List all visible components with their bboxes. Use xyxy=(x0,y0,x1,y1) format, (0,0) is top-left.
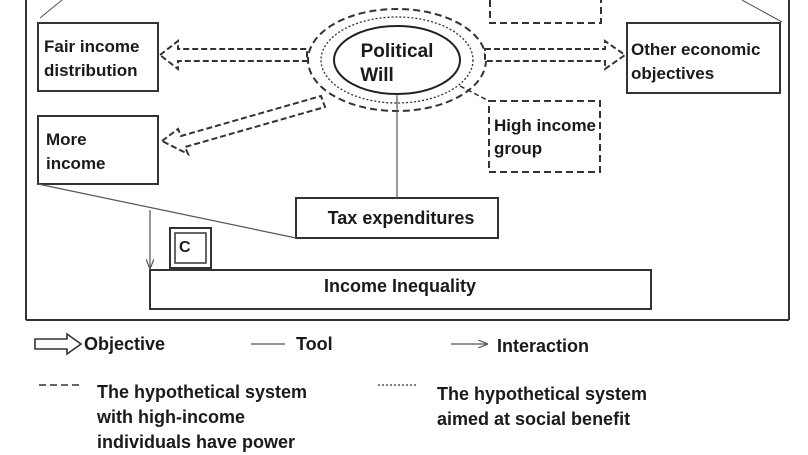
legend-tool: Tool xyxy=(296,334,333,354)
outer-frame xyxy=(25,0,790,321)
tool-line-more-income-to-tax xyxy=(37,183,297,239)
fair-income-line1: Fair income xyxy=(44,37,139,56)
c-node: C xyxy=(169,227,212,269)
political-will-line2: Will xyxy=(360,65,394,86)
income-inequality-node: Income Inequality xyxy=(149,269,652,310)
high-income-line1: High income xyxy=(494,116,596,135)
fair-income-node: Fair income distribution xyxy=(37,22,159,92)
other-econ-node: Other economic objectives xyxy=(626,22,781,94)
income-inequality-label: Income Inequality xyxy=(324,276,476,296)
legend-interaction: Interaction xyxy=(497,336,589,356)
more-income-line2: income xyxy=(46,154,106,173)
tax-expenditures-node: Tax expenditures xyxy=(295,197,499,239)
fair-income-line2: distribution xyxy=(44,61,137,80)
objective-legend-icon xyxy=(34,332,83,356)
c-label: C xyxy=(179,239,191,256)
legend: Objective Tool Interaction The hypotheti… xyxy=(34,332,647,452)
legend-dashed-line1: The hypothetical system xyxy=(97,382,307,402)
legend-objective: Objective xyxy=(84,334,165,354)
arrow-to-more-income xyxy=(160,94,327,157)
legend-dotted-line1: The hypothetical system xyxy=(437,384,647,404)
more-income-line1: More xyxy=(46,130,87,149)
dashed-link-will-to-high-income xyxy=(459,85,490,102)
high-income-node: High income group xyxy=(488,100,601,173)
legend-dashed-line2: with high-income xyxy=(96,407,245,427)
tax-expenditures-label: Tax expenditures xyxy=(328,208,475,228)
other-econ-line1: Other economic xyxy=(631,40,760,59)
more-income-node: More income xyxy=(37,115,159,185)
top-dashed-box xyxy=(489,0,602,24)
political-will-line1: Political xyxy=(361,41,434,62)
arrow-to-fair-income xyxy=(158,38,308,72)
legend-dashed-line3: individuals have power xyxy=(97,432,295,452)
legend-dotted-line2: aimed at social benefit xyxy=(437,409,630,429)
top-left-connector xyxy=(39,0,63,19)
arrow-to-other-econ xyxy=(484,39,627,71)
other-econ-line2: objectives xyxy=(631,64,714,83)
top-right-connector xyxy=(741,0,783,23)
high-income-line2: group xyxy=(494,139,542,158)
